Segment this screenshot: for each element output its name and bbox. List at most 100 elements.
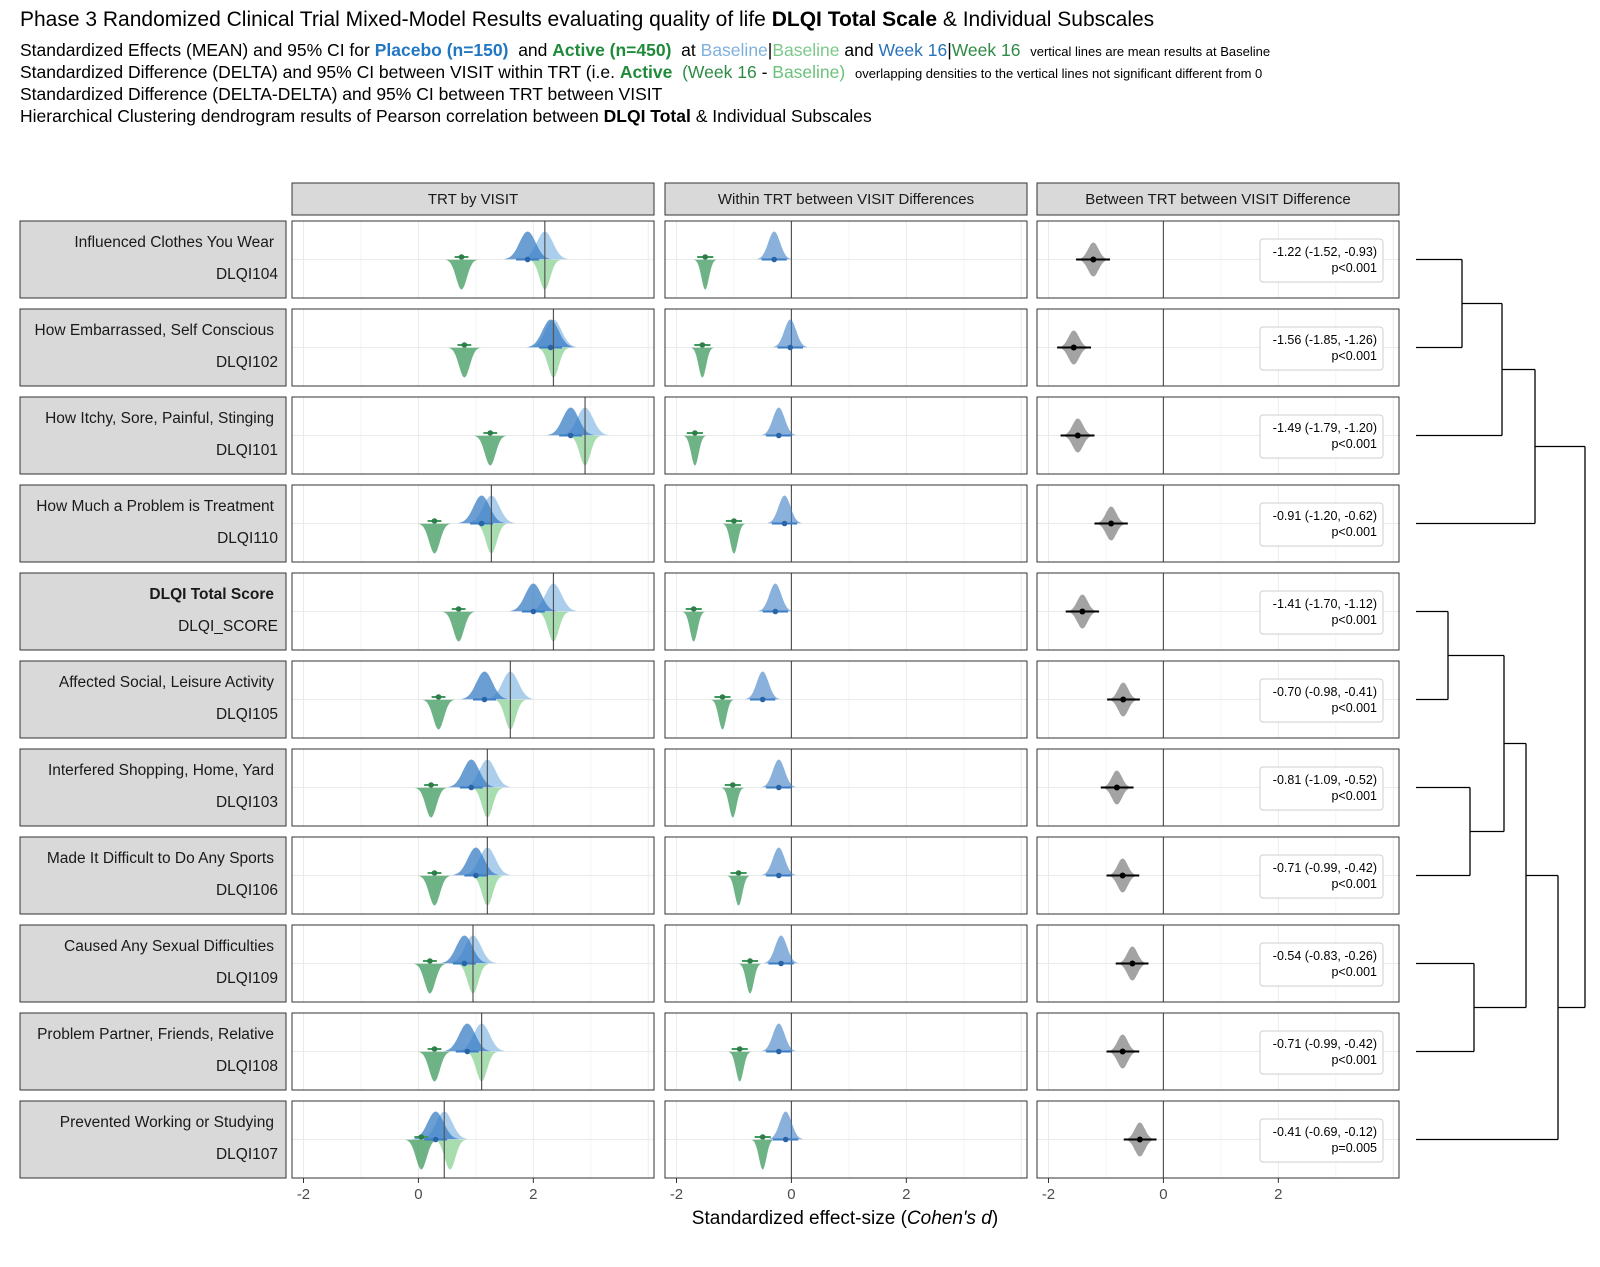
placebo-mean-point: [481, 696, 488, 703]
placebo-week16-density: [458, 671, 511, 700]
active-week16-density: [412, 963, 448, 994]
placebo-delta-point: [778, 960, 784, 967]
panel-cell: [664, 220, 1028, 299]
row-code: DLQI109: [216, 970, 278, 987]
x-tick-label: 2: [902, 1186, 910, 1203]
placebo-delta-point: [759, 696, 766, 703]
row-label-box: [19, 660, 287, 739]
x-tick-label: 2: [529, 1186, 537, 1203]
x-tick-label: -2: [670, 1186, 683, 1203]
placebo-delta-density: [759, 407, 798, 436]
active-delta-density: [710, 699, 735, 730]
diff-density-lower: [1094, 523, 1128, 541]
x-tick-label: 0: [1159, 1186, 1167, 1203]
x-tick-label: -2: [297, 1186, 310, 1203]
diff-point: [1074, 432, 1081, 439]
diff-density-lower: [1076, 259, 1111, 277]
diff-label: -1.41 (-1.70, -1.12): [1273, 597, 1377, 611]
panel-title: TRT by VISIT: [428, 191, 518, 208]
panel-cell: -0.54 (-0.83, -0.26) p<0.001: [1036, 924, 1400, 1003]
panel-border: [1036, 748, 1400, 827]
active-week16-density: [417, 1051, 452, 1082]
chart-title: Phase 3 Randomized Clinical Trial Mixed-…: [20, 8, 1155, 31]
p-value-label: p<0.001: [1331, 789, 1377, 803]
panel-cell: [664, 1100, 1028, 1179]
active-week16-density: [444, 259, 479, 290]
active-mean-point: [431, 518, 438, 524]
active-delta-density: [682, 435, 707, 466]
row-label: Interfered Shopping, Home, Yard: [48, 762, 274, 779]
panel-border: [664, 748, 1028, 827]
panel-cell: [664, 308, 1028, 387]
diff-density-upper: [1106, 858, 1139, 876]
diff-point: [1090, 256, 1097, 263]
panel-cell: [291, 220, 655, 299]
table-row: Interfered Shopping, Home, Yard DLQI103 -0…: [19, 748, 1400, 827]
diff-label: -0.41 (-0.69, -0.12): [1273, 1125, 1377, 1139]
dendrogram: [1416, 258, 1586, 1141]
panel-cell: [291, 308, 655, 387]
row-label: DLQI Total Score: [149, 586, 274, 603]
placebo-mean-point: [524, 256, 531, 263]
diff-label: -0.71 (-0.99, -0.42): [1273, 1037, 1377, 1051]
row-label: Caused Any Sexual Difficulties: [64, 938, 274, 955]
placebo-week16-density: [409, 1111, 462, 1140]
placebo-delta-density: [759, 759, 798, 788]
panel-border: [664, 572, 1028, 651]
active-delta-density: [750, 1139, 775, 1170]
panel-strip: [664, 182, 1028, 216]
x-tick-label: 2: [1274, 1186, 1282, 1203]
diff-label: -1.22 (-1.52, -0.93): [1273, 245, 1377, 259]
diff-density-upper: [1060, 418, 1095, 436]
diff-point: [1070, 344, 1077, 351]
panel-cell: [664, 396, 1028, 475]
placebo-week16-density: [445, 759, 498, 788]
diff-point: [1119, 872, 1126, 879]
active-delta-point: [731, 518, 737, 524]
active-mean-point: [455, 606, 462, 612]
diff-label-box: [1259, 942, 1384, 987]
diff-label: -0.81 (-1.09, -0.52): [1273, 773, 1377, 787]
diff-label-box: [1259, 326, 1384, 371]
diff-density-lower: [1100, 787, 1134, 805]
row-code: DLQI_SCORE: [178, 618, 278, 635]
table-row: Caused Any Sexual Difficulties DLQI109 -0.…: [19, 924, 1400, 1003]
diff-point: [1108, 520, 1115, 527]
diff-density-lower: [1106, 875, 1139, 893]
p-value-label: p<0.001: [1331, 613, 1377, 627]
panel-cell: [291, 484, 655, 563]
diff-density-lower: [1123, 1139, 1157, 1157]
panel-title: Within TRT between VISIT Differences: [718, 191, 974, 208]
active-delta-point: [730, 782, 736, 788]
panel-cell: [291, 572, 655, 651]
panel-strip: [291, 182, 655, 216]
panel-title: Between TRT between VISIT Difference: [1085, 191, 1350, 208]
panel-border: [291, 484, 655, 563]
diff-density-upper: [1106, 682, 1140, 700]
diff-label-box: [1259, 414, 1384, 459]
diff-density-upper: [1106, 1034, 1139, 1052]
active-delta-density: [727, 1051, 752, 1082]
active-delta-density: [681, 611, 706, 642]
subtitle-line-4: Hierarchical Clustering dendrogram resul…: [20, 106, 872, 126]
active-week16-density: [421, 699, 456, 730]
panel-border: [291, 836, 655, 915]
diff-label-box: [1259, 1118, 1384, 1163]
panel-cell: -1.56 (-1.85, -1.26) p<0.001: [1036, 308, 1400, 387]
row-label-box: [19, 748, 287, 827]
active-delta-point: [735, 870, 742, 876]
placebo-mean-point: [547, 344, 554, 351]
row-label: Affected Social, Leisure Activity: [59, 674, 274, 691]
table-row: How Embarrassed, Self Conscious DLQI102 -1…: [19, 308, 1400, 387]
placebo-delta-density: [759, 847, 798, 876]
placebo-week16-density: [438, 935, 491, 964]
x-tick-label: 0: [787, 1186, 795, 1203]
active-delta-density: [693, 259, 718, 290]
panel-cell: -0.70 (-0.98, -0.41) p<0.001: [1036, 660, 1400, 739]
placebo-mean-point: [478, 520, 485, 527]
panel-border: [664, 1100, 1028, 1179]
table-row: Affected Social, Leisure Activity DLQI105…: [19, 660, 1400, 739]
active-delta-point: [719, 694, 726, 700]
x-tick-label: -2: [1042, 1186, 1055, 1203]
